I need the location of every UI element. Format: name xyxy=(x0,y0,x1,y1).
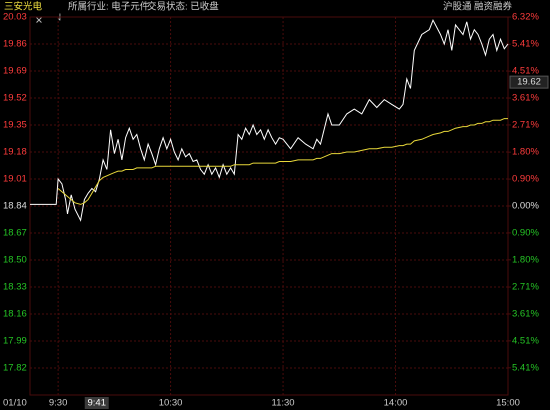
y2-tick-label: 3.61% xyxy=(512,308,539,319)
x-tick-label: 9:30 xyxy=(49,398,68,409)
x-tick-label: 14:00 xyxy=(384,398,408,409)
y-tick-label: 19.01 xyxy=(3,174,27,185)
y-tick-label: 18.16 xyxy=(3,309,27,320)
y-tick-label: 19.69 xyxy=(3,66,27,77)
y2-tick-label: 1.80% xyxy=(512,147,539,158)
y2-tick-label: 0.00% xyxy=(512,201,539,212)
y-tick-label: 20.03 xyxy=(3,12,27,23)
y-tick-label: 18.33 xyxy=(3,282,27,293)
stock-name: 三安光电 xyxy=(4,1,43,13)
cursor-time: 9:41 xyxy=(84,397,109,409)
y-tick-label: 19.18 xyxy=(3,147,27,158)
y-tick-label: 19.35 xyxy=(3,120,27,131)
last-price-label: 19.62 xyxy=(517,77,541,88)
price-line xyxy=(57,118,508,205)
tag: 融资融券 xyxy=(474,1,513,13)
y2-tick-label: 2.71% xyxy=(512,119,539,130)
y2-tick-label: 0.90% xyxy=(512,174,539,185)
date-label: 01/10 xyxy=(3,398,27,409)
cursor-time-box xyxy=(84,397,109,409)
y-tick-label: 18.84 xyxy=(3,201,27,212)
y-tick-label: 18.50 xyxy=(3,255,27,266)
y2-tick-label: 4.51% xyxy=(512,335,539,346)
tag: 沪股通 xyxy=(443,1,472,13)
x-tick-label: 15:00 xyxy=(496,398,520,409)
y2-tick-label: 4.51% xyxy=(512,66,539,77)
y-tick-label: 17.82 xyxy=(3,363,27,374)
y2-tick-label: 6.32% xyxy=(512,12,539,23)
y-tick-label: 19.86 xyxy=(3,39,27,50)
y2-tick-label: 5.41% xyxy=(512,362,539,373)
y-tick-label: 17.99 xyxy=(3,336,27,347)
y2-tick-label: 0.90% xyxy=(512,227,539,238)
y2-tick-label: 2.71% xyxy=(512,282,539,293)
y2-tick-label: 1.80% xyxy=(512,254,539,265)
last-price: 19.62 xyxy=(509,75,549,89)
x-tick-label: 11:30 xyxy=(272,398,295,409)
x-tick-label: 10:30 xyxy=(159,398,183,409)
y-tick-label: 19.52 xyxy=(3,93,27,104)
cursor-time-label: 9:41 xyxy=(87,398,106,409)
last-price-box xyxy=(509,75,549,89)
close-icon[interactable]: ✕ xyxy=(35,16,43,27)
y-tick-label: 18.67 xyxy=(3,228,27,239)
y2-tick-label: 5.41% xyxy=(512,39,539,50)
industry: 所属行业: 电子元件 xyxy=(68,1,150,13)
trade-status: 交易状态: 已收盘 xyxy=(147,1,219,13)
price-line xyxy=(30,18,509,222)
y2-tick-label: 3.61% xyxy=(512,93,539,104)
marker-icon: ⇃ xyxy=(56,13,64,24)
